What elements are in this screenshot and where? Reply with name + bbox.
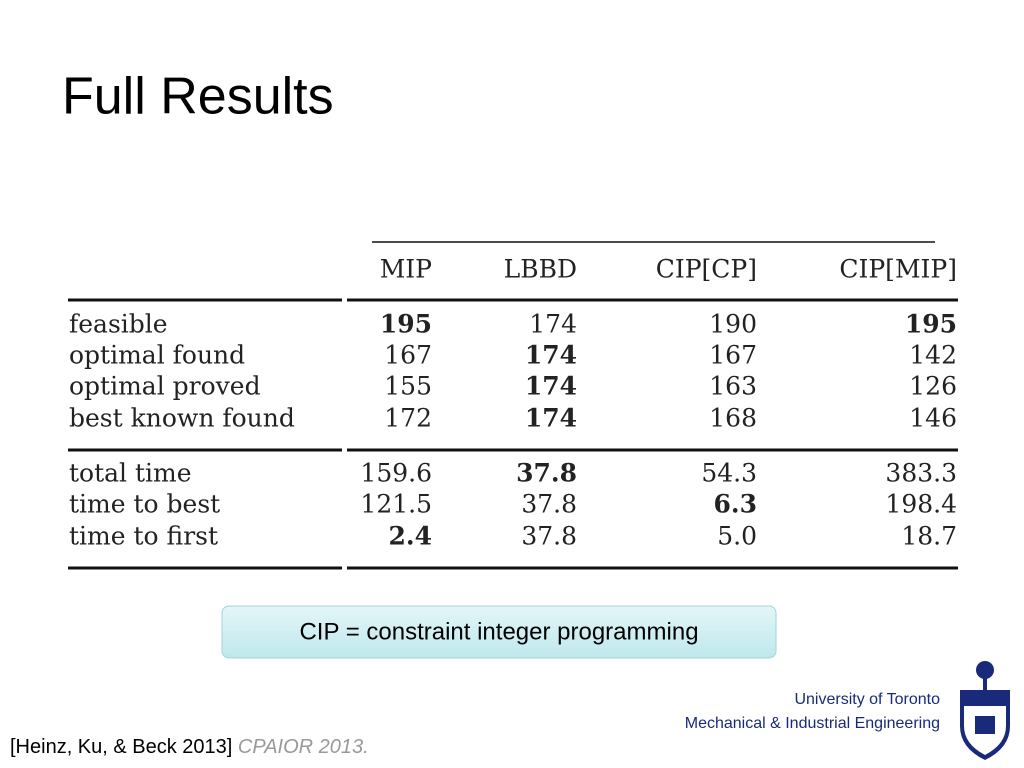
row-label: time to first (69, 522, 218, 551)
citation-venue: CPAIOR 2013. (238, 736, 369, 758)
column-header: CIP[CP] (656, 255, 757, 284)
column-header: LBBD (504, 255, 577, 284)
table-cell: 172 (384, 404, 432, 433)
table-cell: 174 (525, 404, 577, 433)
table-cell: 6.3 (714, 490, 758, 519)
row-label: optimal found (69, 341, 245, 370)
table-cell: 163 (709, 372, 757, 401)
citation-authors: [Heinz, Ku, & Beck 2013] (10, 736, 232, 758)
row-label: total time (69, 459, 192, 488)
table-cell: 5.0 (717, 522, 757, 551)
row-label: optimal proved (69, 372, 261, 401)
table-cell: 167 (709, 341, 757, 370)
table-cell: 54.3 (701, 459, 757, 488)
table-cell: 159.6 (360, 459, 432, 488)
table-cell: 155 (384, 372, 432, 401)
table-cell: 37.8 (521, 522, 577, 551)
table-cell: 174 (525, 341, 577, 370)
note-box (221, 605, 777, 659)
table-cell: 2.4 (389, 522, 433, 551)
table-cell: 174 (529, 310, 577, 339)
results-table: MIP LBBD CIP[CP] CIP[MIP]feasible 195 174 190 1… (69, 255, 957, 551)
table-cell: 126 (909, 372, 957, 401)
row-label: feasible (69, 310, 168, 339)
table-cell: 195 (905, 310, 957, 339)
table-cell: 198.4 (885, 490, 957, 519)
table-cell: 142 (909, 341, 957, 370)
table-cell: 37.8 (521, 490, 577, 519)
table-cell: 167 (384, 341, 432, 370)
table-cell: 18.7 (901, 522, 957, 551)
university-logo (960, 661, 1010, 760)
table-cell: 121.5 (360, 490, 432, 519)
note-text: CIP = constraint integer programming (299, 618, 698, 645)
affiliation: Mechanical & Industrial Engineering (685, 715, 940, 732)
table-cell: 168 (709, 404, 757, 433)
table-cell: 174 (525, 372, 577, 401)
table-cell: 383.3 (885, 459, 957, 488)
column-header: CIP[MIP] (839, 255, 957, 284)
table-cell: 146 (909, 404, 957, 433)
table-cell: 190 (709, 310, 757, 339)
table-cell: 37.8 (516, 459, 577, 488)
affiliation: University of Toronto (794, 691, 940, 708)
slide-title: Full Results (62, 68, 334, 126)
citation: [Heinz, Ku, & Beck 2013] CPAIOR 2013. (10, 736, 369, 758)
row-label: time to best (69, 490, 220, 519)
table-cell: 195 (380, 310, 432, 339)
row-label: best known found (69, 404, 295, 433)
column-header: MIP (380, 255, 432, 284)
